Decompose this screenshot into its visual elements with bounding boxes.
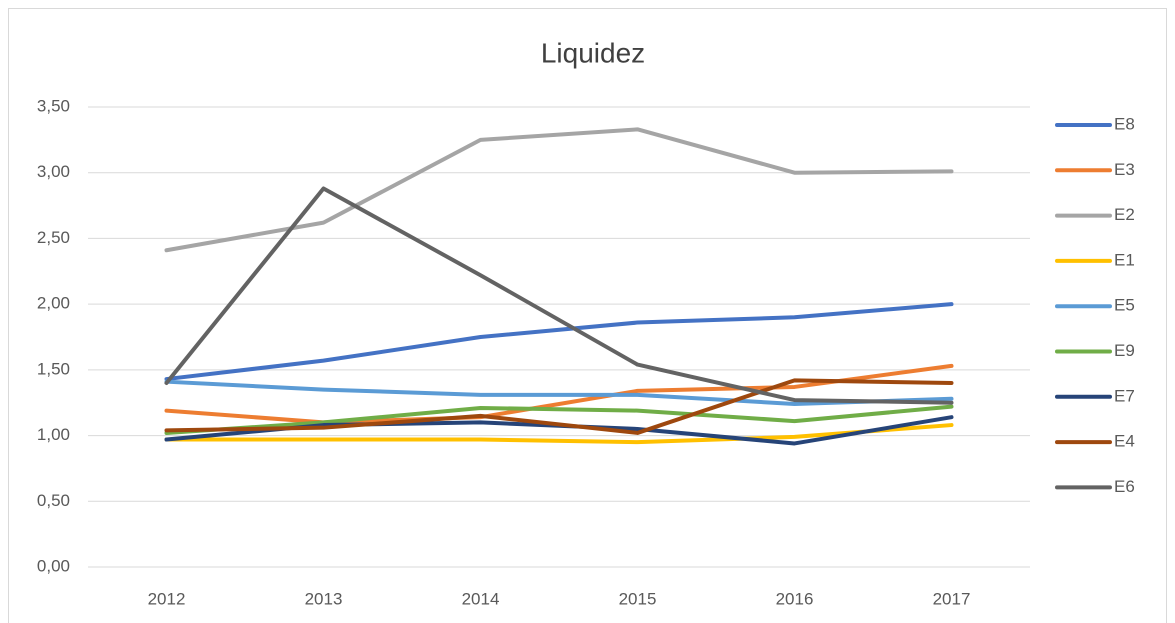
x-tick-label: 2016: [776, 589, 814, 608]
y-tick-label: 3,50: [37, 96, 70, 115]
series-line: [164, 186, 954, 405]
y-tick-label: 1,00: [37, 425, 70, 444]
legend-label: E9: [1114, 341, 1135, 360]
legend-label: E8: [1114, 114, 1135, 133]
y-tick-label: 2,50: [37, 228, 70, 247]
legend-label: E1: [1114, 250, 1135, 269]
x-tick-label: 2012: [148, 589, 186, 608]
chart-title: Liquidez: [541, 37, 645, 68]
series-line: [164, 423, 954, 445]
series-line: [164, 127, 954, 253]
x-tick-label: 2014: [462, 589, 500, 608]
series-line: [164, 302, 954, 382]
y-tick-label: 0,50: [37, 491, 70, 510]
x-tick-label: 2015: [619, 589, 657, 608]
legend-label: E4: [1114, 432, 1135, 451]
series-line: [164, 404, 954, 435]
y-tick-label: 1,50: [37, 359, 70, 378]
y-tick-label: 2,00: [37, 294, 70, 313]
legend-label: E6: [1114, 477, 1135, 496]
legend-label: E5: [1114, 296, 1135, 315]
series-line: [164, 379, 954, 407]
legend-label: E2: [1114, 205, 1135, 224]
x-tick-label: 2013: [305, 589, 343, 608]
series-line: [164, 363, 954, 425]
x-tick-label: 2017: [933, 589, 971, 608]
series-line: [164, 378, 954, 435]
chart-border: [8, 8, 1167, 623]
legend-label: E3: [1114, 160, 1135, 179]
legend-label: E7: [1114, 386, 1135, 405]
y-tick-label: 3,00: [37, 162, 70, 181]
y-tick-label: 0,00: [37, 556, 70, 575]
